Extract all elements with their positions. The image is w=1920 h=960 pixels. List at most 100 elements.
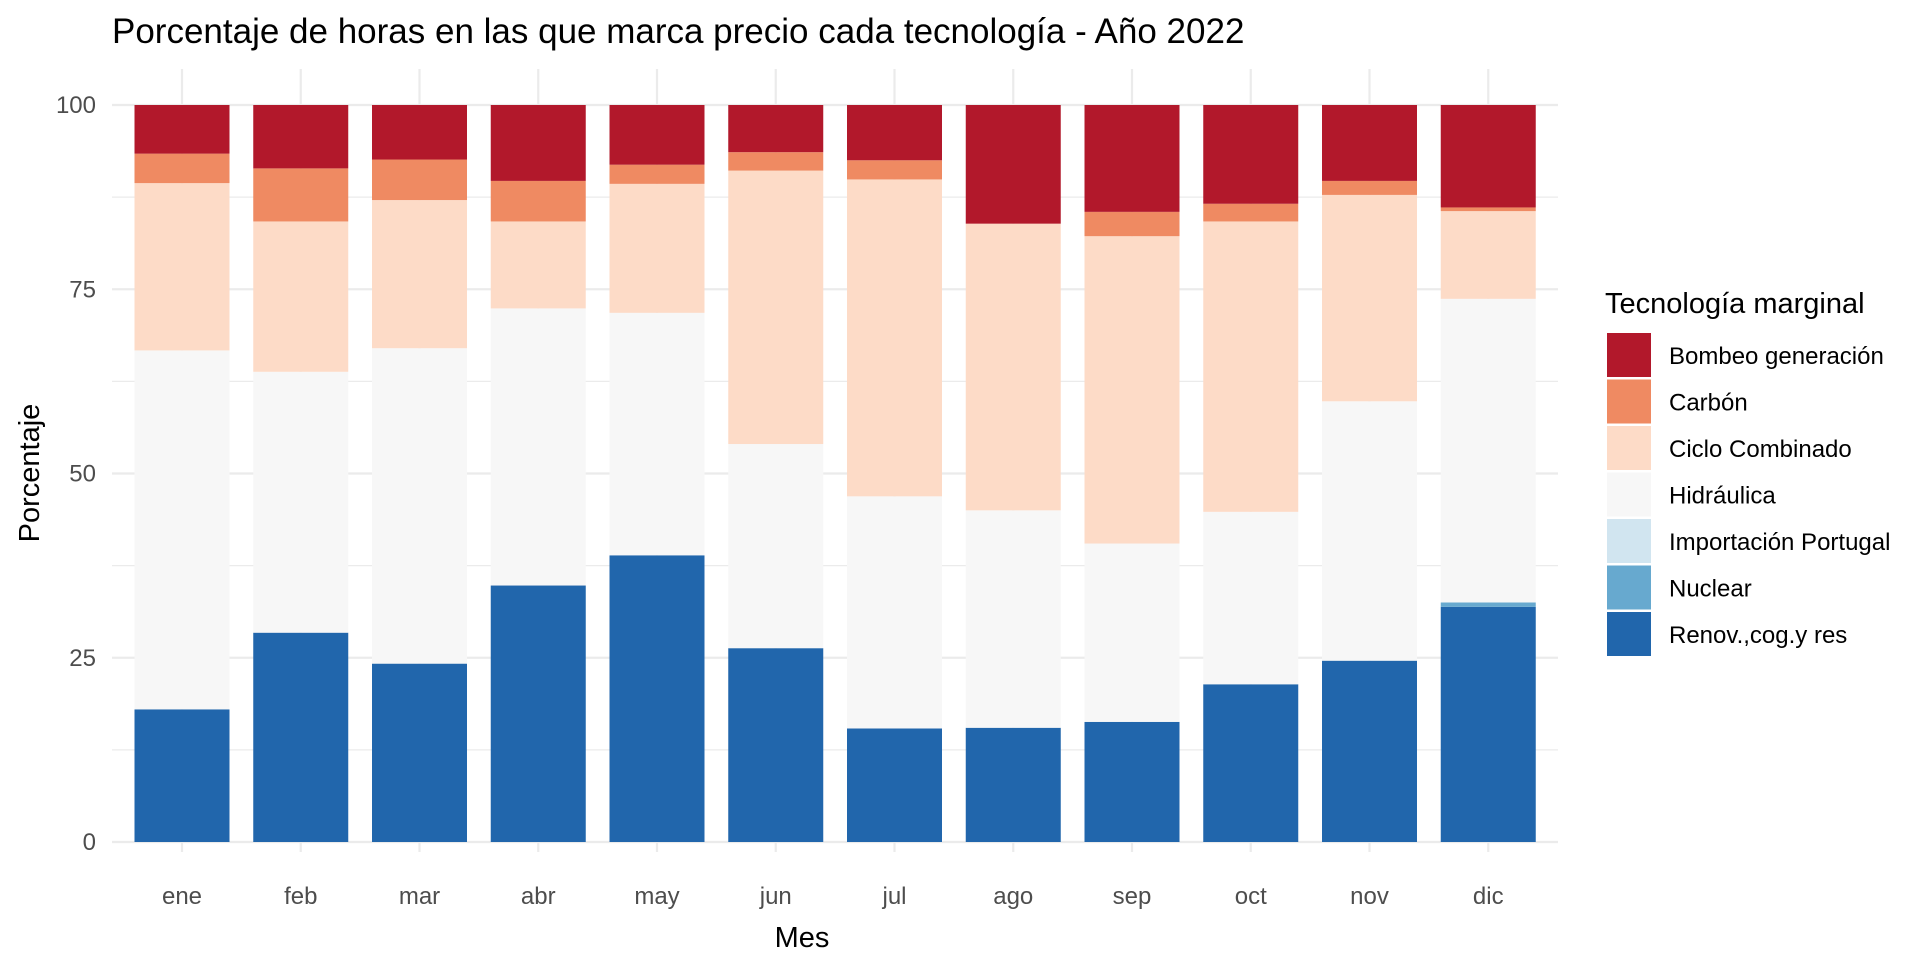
legend-key bbox=[1607, 333, 1651, 377]
bar-segment bbox=[1084, 105, 1180, 212]
bar-segment bbox=[1440, 298, 1536, 603]
bar-segment bbox=[372, 159, 467, 201]
y-tick-labels: 0 25 50 75 100 bbox=[56, 92, 96, 856]
bar-segment bbox=[847, 728, 942, 842]
x-tick-label: ene bbox=[162, 883, 202, 910]
legend: Tecnología marginal Bombeo generación Car… bbox=[1605, 288, 1890, 656]
bar-segment bbox=[490, 221, 586, 309]
x-tick-label: nov bbox=[1350, 883, 1389, 910]
bar-segment bbox=[253, 221, 349, 372]
bar-segment bbox=[1440, 211, 1536, 299]
x-tick-label: feb bbox=[284, 883, 317, 910]
bar-segment bbox=[134, 105, 230, 154]
bar-segment bbox=[1440, 602, 1536, 607]
y-axis-title: Porcentaje bbox=[14, 404, 46, 543]
bar-segment bbox=[1084, 236, 1180, 544]
x-tick-label: jul bbox=[881, 883, 906, 910]
bar-segment bbox=[1440, 606, 1536, 842]
legend-key bbox=[1607, 472, 1651, 517]
legend-items: Bombeo generación Carbón Ciclo Combinado Hi… bbox=[1607, 333, 1890, 656]
x-tick-label: dic bbox=[1473, 883, 1504, 910]
legend-label: Bombeo generación bbox=[1669, 343, 1884, 370]
bar-segment bbox=[490, 585, 586, 842]
bar-segment bbox=[728, 648, 824, 842]
bar-segment bbox=[847, 179, 942, 497]
legend-label: Renov.,cog.y res bbox=[1669, 622, 1847, 649]
legend-label: Ciclo Combinado bbox=[1669, 436, 1852, 463]
bar-segment bbox=[609, 555, 705, 842]
y-tick-label: 50 bbox=[69, 461, 96, 488]
bar-segment bbox=[1203, 203, 1299, 222]
bar-segment bbox=[253, 632, 349, 842]
legend-label: Carbón bbox=[1669, 390, 1748, 417]
bar-segment bbox=[965, 105, 1061, 224]
bar-segment bbox=[1322, 660, 1417, 842]
bar-segment bbox=[609, 183, 705, 313]
bar-segment bbox=[253, 371, 349, 633]
bar-segment bbox=[1322, 401, 1417, 661]
bar-segment bbox=[965, 223, 1061, 511]
x-tick-label: ago bbox=[993, 883, 1033, 910]
x-axis-title: Mes bbox=[775, 922, 830, 954]
bar-segment bbox=[1203, 105, 1299, 204]
x-tick-labels: ene feb mar abr may jun jul ago sep oct nov dic bbox=[162, 883, 1504, 910]
y-tick-label: 75 bbox=[69, 276, 96, 303]
bar-segment bbox=[965, 510, 1061, 728]
bar-segment bbox=[609, 105, 705, 165]
legend-key bbox=[1607, 519, 1651, 563]
legend-title: Tecnología marginal bbox=[1605, 288, 1865, 320]
x-tick-label: mar bbox=[399, 883, 440, 910]
legend-key bbox=[1607, 426, 1651, 470]
bar-segment bbox=[372, 663, 467, 842]
bar-segment bbox=[965, 727, 1061, 842]
x-tick-label: jun bbox=[759, 883, 792, 910]
bar-segment bbox=[728, 170, 824, 445]
bar-segment bbox=[253, 105, 349, 169]
bar-segment bbox=[134, 350, 230, 710]
x-tick-label: sep bbox=[1113, 883, 1152, 910]
bar-segment bbox=[609, 312, 705, 556]
bar-segment bbox=[372, 348, 467, 664]
y-tick-label: 0 bbox=[83, 829, 96, 856]
legend-label: Nuclear bbox=[1669, 576, 1752, 603]
y-tick-label: 25 bbox=[69, 645, 96, 672]
bar-segment bbox=[847, 105, 942, 161]
bar-segment bbox=[1084, 211, 1180, 237]
bar-segment bbox=[728, 444, 824, 649]
x-tick-label: abr bbox=[521, 883, 556, 910]
x-tick-label: may bbox=[634, 883, 679, 910]
bar-segment bbox=[1203, 511, 1299, 685]
bar-segment bbox=[1203, 684, 1299, 842]
y-tick-label: 100 bbox=[56, 92, 96, 119]
x-tick-label: oct bbox=[1235, 883, 1267, 910]
bar-segment bbox=[609, 164, 705, 184]
bar-segment bbox=[1322, 194, 1417, 402]
bar-segment bbox=[1440, 105, 1536, 208]
bar-segment bbox=[134, 709, 230, 842]
bar-segment bbox=[1203, 221, 1299, 512]
legend-label: Hidráulica bbox=[1669, 483, 1776, 510]
bar-segment bbox=[253, 168, 349, 222]
bar-segment bbox=[728, 105, 824, 153]
chart-title: Porcentaje de horas en las que marca pre… bbox=[112, 12, 1244, 51]
bar-segment bbox=[1084, 721, 1180, 842]
legend-key bbox=[1607, 565, 1651, 610]
bar-segment bbox=[490, 180, 586, 222]
bar-segment bbox=[1322, 180, 1417, 195]
bar-segment bbox=[490, 105, 586, 181]
legend-key bbox=[1607, 379, 1651, 424]
legend-label: Importación Portugal bbox=[1669, 529, 1890, 556]
bars bbox=[134, 105, 1536, 842]
bar-segment bbox=[728, 152, 824, 171]
bar-segment bbox=[372, 200, 467, 349]
bar-segment bbox=[372, 105, 467, 160]
bar-segment bbox=[847, 160, 942, 180]
bar-segment bbox=[490, 308, 586, 586]
bar-segment bbox=[134, 153, 230, 184]
bar-segment bbox=[134, 183, 230, 351]
legend-key bbox=[1607, 612, 1651, 656]
bar-segment bbox=[1322, 105, 1417, 181]
bar-segment bbox=[847, 496, 942, 729]
bar-segment bbox=[1084, 543, 1180, 722]
